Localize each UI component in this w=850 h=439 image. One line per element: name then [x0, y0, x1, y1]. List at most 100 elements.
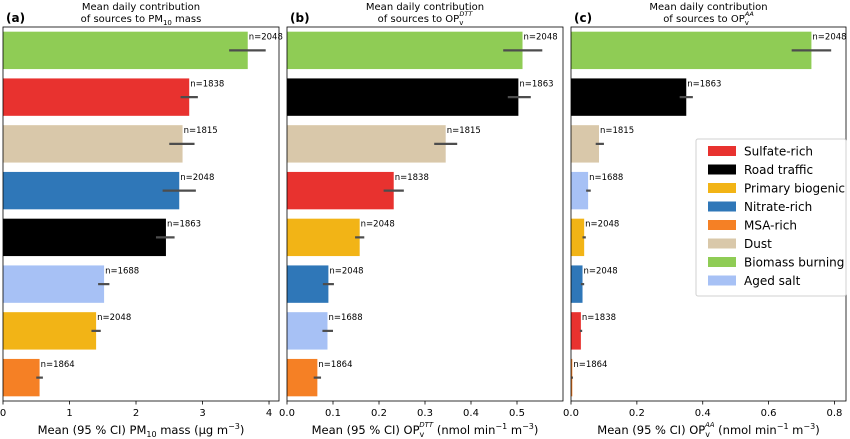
title-main: of sources to PM: [81, 14, 163, 25]
chart-title-line1: Mean daily contribution: [366, 2, 484, 13]
x-tick-label: 3: [199, 408, 205, 419]
legend-swatch-primary-biogenic: [708, 183, 736, 193]
x-axis-label: Mean (95 % CI) PM10 mass (µg m−3): [38, 422, 245, 439]
n-label-biomass-burning: n=2048: [812, 33, 846, 43]
x-tick-label: 2: [133, 408, 139, 419]
n-label-msa-rich: n=1864: [41, 360, 75, 370]
xlabel-sub: 10: [146, 430, 156, 439]
bar-dust: [571, 125, 599, 163]
chart-title-line2: of sources to OPvAA: [663, 10, 754, 27]
chart-title-line1: Mean daily contribution: [82, 2, 200, 13]
bar-road-traffic: [3, 218, 166, 257]
legend-label-sulfate-rich: Sulfate-rich: [744, 145, 813, 159]
n-label-primary-biogenic: n=2048: [361, 220, 395, 230]
n-label-sulfate-rich: n=1838: [395, 173, 429, 183]
bar-primary-biogenic: [571, 218, 585, 257]
n-label-msa-rich: n=1864: [318, 360, 352, 370]
title-sub: v: [459, 19, 463, 27]
title-suffix: mass: [172, 14, 201, 25]
title-sup: DTT: [459, 10, 473, 18]
bar-aged-salt: [571, 171, 589, 210]
legend-label-primary-biogenic: Primary biogenic: [744, 182, 845, 196]
legend-swatch-msa-rich: [708, 220, 736, 230]
xlabel-unit: (nmol min: [715, 423, 777, 437]
xlabel-unit: ): [240, 423, 245, 437]
n-label-dust: n=1815: [184, 126, 218, 136]
x-tick-label: 0: [0, 408, 6, 419]
n-label-primary-biogenic: n=2048: [585, 220, 619, 230]
n-label-biomass-burning: n=2048: [524, 33, 558, 43]
x-tick-label: 0.6: [761, 408, 777, 419]
legend-swatch-nitrate-rich: [708, 201, 736, 212]
n-label-sulfate-rich: n=1838: [190, 79, 224, 89]
x-tick-label: 0.0: [563, 408, 579, 419]
bar-msa-rich: [287, 358, 318, 397]
x-tick-label: 0.4: [695, 408, 711, 419]
legend-swatch-biomass-burning: [708, 257, 736, 267]
bar-nitrate-rich: [3, 171, 180, 210]
legend-swatch-road-traffic: [708, 164, 736, 175]
panel-a: n=2048 n=1838 n=1815 n=2048 n=1863 n=1688 n=20…: [0, 2, 283, 439]
bar-msa-rich: [3, 358, 40, 397]
x-tick-label: 0.4: [463, 408, 479, 419]
bar-biomass-burning: [571, 31, 812, 70]
xlabel-main: Mean (95 % CI) OP: [312, 423, 420, 437]
title-main: of sources to OP: [378, 14, 460, 25]
xlabel-unit-exp: −3: [803, 422, 815, 431]
bar-primary-biogenic: [3, 312, 97, 350]
n-label-aged-salt: n=1688: [105, 266, 139, 276]
xlabel-unit-exp: −3: [228, 422, 240, 431]
bar-biomass-burning: [287, 31, 523, 70]
chart-title-line2: of sources to PM10 mass: [81, 14, 202, 27]
n-label-road-traffic: n=1863: [167, 220, 201, 230]
xlabel-sub: v: [705, 430, 710, 439]
title-main: of sources to OP: [663, 14, 745, 25]
title-sub: 10: [163, 19, 172, 27]
bar-aged-salt: [287, 312, 328, 350]
title-sub: v: [745, 19, 749, 27]
bar-primary-biogenic: [287, 218, 360, 257]
x-axis-label: Mean (95 % CI) OPvDTT (nmol min−1 m−3): [312, 421, 539, 439]
xlabel-sup: AA: [704, 421, 715, 429]
n-label-nitrate-rich: n=2048: [329, 266, 363, 276]
n-label-primary-biogenic: n=2048: [97, 313, 131, 323]
xlabel-sub: v: [420, 430, 425, 439]
x-tick-label: 0.2: [371, 408, 387, 419]
xlabel-unit: m: [789, 423, 804, 437]
bar-road-traffic: [287, 78, 519, 116]
xlabel-unit-exp: −3: [522, 422, 534, 431]
legend-swatch-dust: [708, 238, 736, 249]
panel-c: n=2048 n=1863 n=1815 n=1688 n=2048 n=2048 n=18…: [563, 2, 847, 439]
legend-swatch-aged-salt: [708, 275, 736, 286]
bar-nitrate-rich: [287, 265, 329, 303]
legend-label-aged-salt: Aged salt: [744, 274, 801, 288]
legend-frame: [695, 138, 847, 297]
x-tick-label: 0.8: [827, 408, 843, 419]
panel-label: (a): [6, 11, 25, 25]
legend-label-msa-rich: MSA-rich: [744, 219, 797, 233]
bar-sulfate-rich: [571, 312, 581, 350]
xlabel-unit: (nmol min: [433, 423, 495, 437]
chart-title-line1: Mean daily contribution: [649, 2, 767, 13]
n-label-dust: n=1815: [600, 126, 634, 136]
bar-aged-salt: [3, 265, 105, 303]
legend-label-road-traffic: Road traffic: [744, 163, 813, 177]
panel-label: (c): [574, 11, 592, 25]
legend-swatch-sulfate-rich: [708, 146, 736, 156]
xlabel-unit: m: [507, 423, 522, 437]
x-axis-label: Mean (95 % CI) OPvAA (nmol min−1 m−3): [597, 421, 819, 439]
n-label-nitrate-rich: n=2048: [180, 173, 214, 183]
x-tick-label: 0.1: [325, 408, 341, 419]
x-tick-label: 4: [266, 408, 272, 419]
x-tick-label: 0.0: [279, 408, 295, 419]
axes-frame: [2, 26, 280, 402]
n-label-road-traffic: n=1863: [687, 79, 721, 89]
n-label-nitrate-rich: n=2048: [584, 266, 618, 276]
chart-title-line2: of sources to OPvDTT: [378, 10, 474, 27]
n-label-aged-salt: n=1688: [328, 313, 362, 323]
bar-dust: [3, 125, 183, 163]
n-label-sulfate-rich: n=1838: [582, 313, 616, 323]
xlabel-unit: ): [815, 423, 820, 437]
xlabel-unit-exp: −1: [777, 422, 789, 431]
